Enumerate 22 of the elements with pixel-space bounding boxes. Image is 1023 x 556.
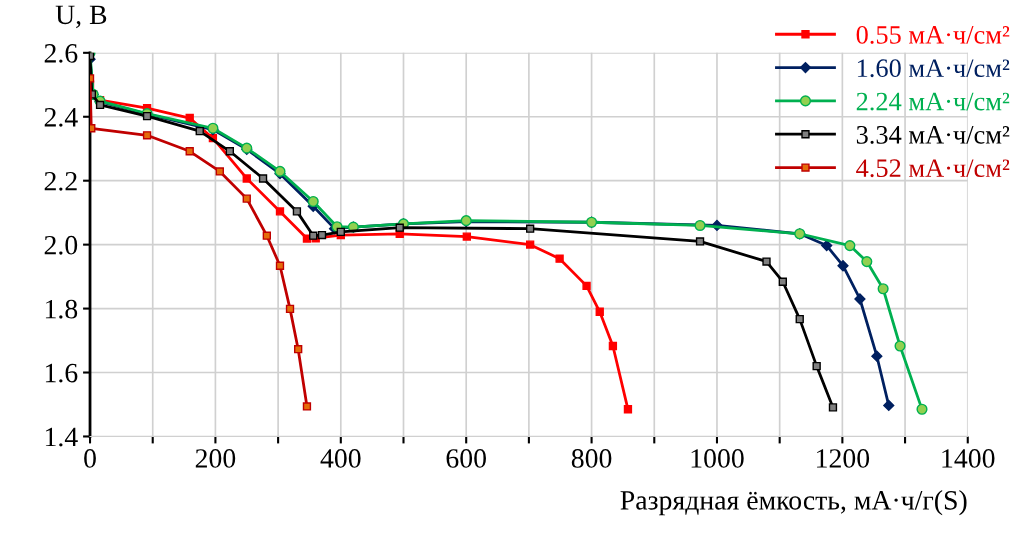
x-tick-label: 1200 <box>817 449 870 468</box>
legend-label: 1.60 мА·ч/см² <box>857 59 1010 78</box>
y-axis-title: U, В <box>55 5 107 29</box>
x-tick-label: 200 <box>195 449 236 468</box>
y-tick-label: 1.4 <box>45 427 78 447</box>
legend-label: 0.55 мА·ч/см² <box>856 25 1010 44</box>
x-axis-title: Разрядная ёмкость, мА·ч/г(S) <box>620 490 967 516</box>
x-tick-label: 0 <box>84 449 96 468</box>
y-tick-label: 2.6 <box>44 44 78 63</box>
x-tick-label: 600 <box>446 449 486 468</box>
y-tick-label: 2.4 <box>44 108 78 127</box>
legend-label: 4.52 мА·ч/см² <box>856 159 1010 178</box>
legend-label: 3.34 мА·ч/см² <box>856 125 1010 144</box>
x-tick-label: 800 <box>571 449 612 468</box>
y-tick-label: 2.2 <box>44 171 77 191</box>
x-tick-label: 400 <box>320 449 361 468</box>
y-tick-label: 1.6 <box>45 363 78 383</box>
x-tick-label: 1000 <box>691 449 744 468</box>
y-tick-label: 1.8 <box>45 299 78 319</box>
legend-label: 2.24 мА·ч/см² <box>856 92 1010 111</box>
y-tick-label: 2.0 <box>44 235 78 255</box>
x-tick-label: 1400 <box>942 449 995 468</box>
